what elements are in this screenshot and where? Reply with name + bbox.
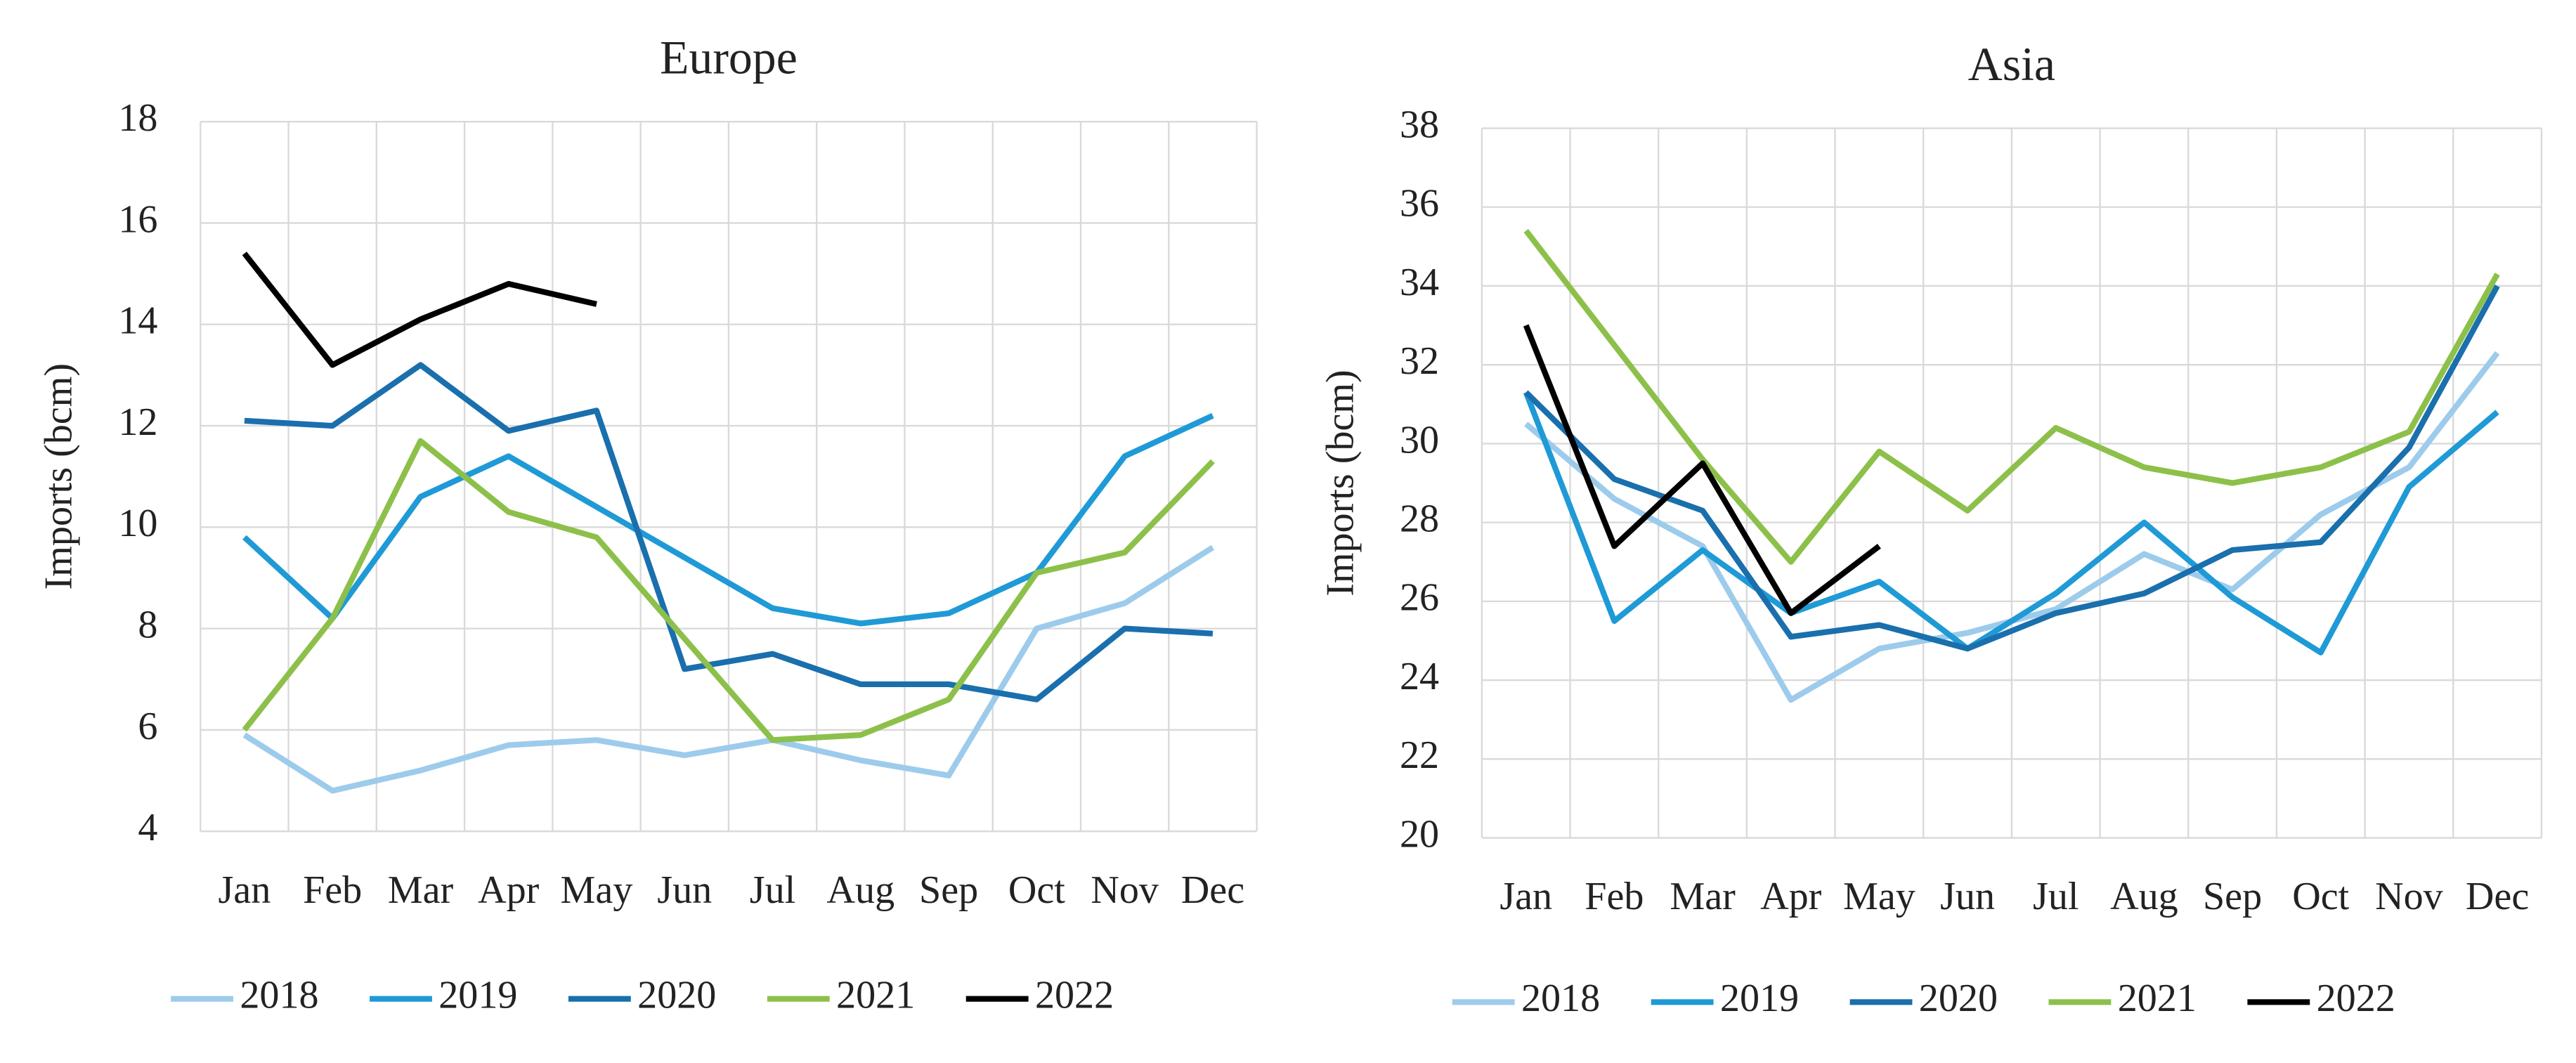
chart: Europe Imports (bcm) 4 6 8 10 12 14 16 18 Jan Feb Ma… bbox=[37, 32, 1258, 1017]
legend-label: 2021 bbox=[2118, 977, 2197, 1020]
y-tick-label: 38 bbox=[1400, 103, 1439, 146]
y-tick-label: 20 bbox=[1400, 812, 1439, 856]
x-tick-label: Mar bbox=[1670, 875, 1736, 918]
x-tick-label: Mar bbox=[388, 868, 454, 912]
legend-label: 2019 bbox=[1720, 977, 1799, 1020]
series-line bbox=[1523, 324, 1881, 616]
series-line bbox=[1523, 391, 2499, 656]
chart-title: Europe bbox=[660, 32, 798, 84]
legend-label: 2022 bbox=[2317, 977, 2395, 1020]
y-axis-label: Imports (bcm) bbox=[1318, 370, 1362, 596]
series-line bbox=[242, 438, 1215, 743]
series-line bbox=[1523, 228, 2500, 565]
y-tick-label: 16 bbox=[118, 197, 157, 241]
y-tick-label: 14 bbox=[118, 299, 157, 343]
y-tick-label: 32 bbox=[1400, 339, 1439, 383]
y-tick-label: 34 bbox=[1400, 261, 1439, 304]
x-tick-label: Oct bbox=[2292, 875, 2349, 918]
y-axis-label: Imports (bcm) bbox=[37, 363, 81, 590]
x-tick-label: Sep bbox=[919, 868, 978, 912]
x-tick-label: Jul bbox=[750, 868, 795, 912]
x-tick-label: Feb bbox=[1585, 875, 1644, 918]
legend-label: 2018 bbox=[240, 974, 318, 1017]
series-line bbox=[242, 544, 1215, 794]
legend-label: 2022 bbox=[1035, 974, 1114, 1017]
x-tick-label: Sep bbox=[2203, 875, 2262, 918]
x-tick-label: May bbox=[561, 868, 633, 912]
chart-title: Asia bbox=[1968, 38, 2055, 91]
series-line bbox=[242, 412, 1214, 627]
x-tick-label: Jun bbox=[1940, 875, 1995, 918]
x-tick-label: Aug bbox=[2110, 875, 2178, 918]
legend-label: 2019 bbox=[438, 974, 517, 1017]
y-tick-label: 18 bbox=[118, 96, 157, 140]
x-tick-label: Dec bbox=[1181, 868, 1244, 912]
x-tick-label: May bbox=[1843, 875, 1915, 918]
x-tick-label: Jan bbox=[218, 868, 271, 912]
series-line bbox=[242, 252, 597, 368]
y-tick-label: 28 bbox=[1400, 497, 1439, 541]
x-tick-label: Apr bbox=[478, 868, 540, 912]
x-tick-label: Nov bbox=[1091, 868, 1159, 912]
y-tick-label: 24 bbox=[1400, 655, 1439, 698]
y-tick-label: 10 bbox=[118, 502, 157, 545]
series-line bbox=[244, 362, 1214, 703]
y-tick-label: 36 bbox=[1400, 182, 1439, 226]
y-tick-label: 12 bbox=[118, 400, 157, 444]
y-tick-label: 8 bbox=[138, 603, 157, 646]
y-tick-label: 30 bbox=[1400, 418, 1439, 462]
y-tick-label: 4 bbox=[138, 806, 157, 849]
x-tick-label: Apr bbox=[1760, 875, 1822, 918]
legend-label: 2020 bbox=[1919, 977, 1998, 1020]
x-tick-label: Jul bbox=[2033, 875, 2079, 918]
y-tick-label: 6 bbox=[138, 705, 157, 748]
x-tick-label: Aug bbox=[827, 868, 895, 912]
series-line bbox=[1523, 285, 2500, 652]
legend-label: 2020 bbox=[637, 974, 716, 1017]
x-tick-label: Jan bbox=[1500, 875, 1552, 918]
x-tick-label: Dec bbox=[2466, 875, 2529, 918]
x-tick-label: Nov bbox=[2375, 875, 2444, 918]
x-tick-label: Oct bbox=[1008, 868, 1065, 912]
x-tick-label: Jun bbox=[657, 868, 712, 912]
x-tick-label: Feb bbox=[303, 868, 362, 912]
legend-label: 2021 bbox=[836, 974, 915, 1017]
y-tick-label: 22 bbox=[1400, 733, 1439, 777]
y-tick-label: 26 bbox=[1400, 576, 1439, 620]
legend-label: 2018 bbox=[1521, 977, 1600, 1020]
